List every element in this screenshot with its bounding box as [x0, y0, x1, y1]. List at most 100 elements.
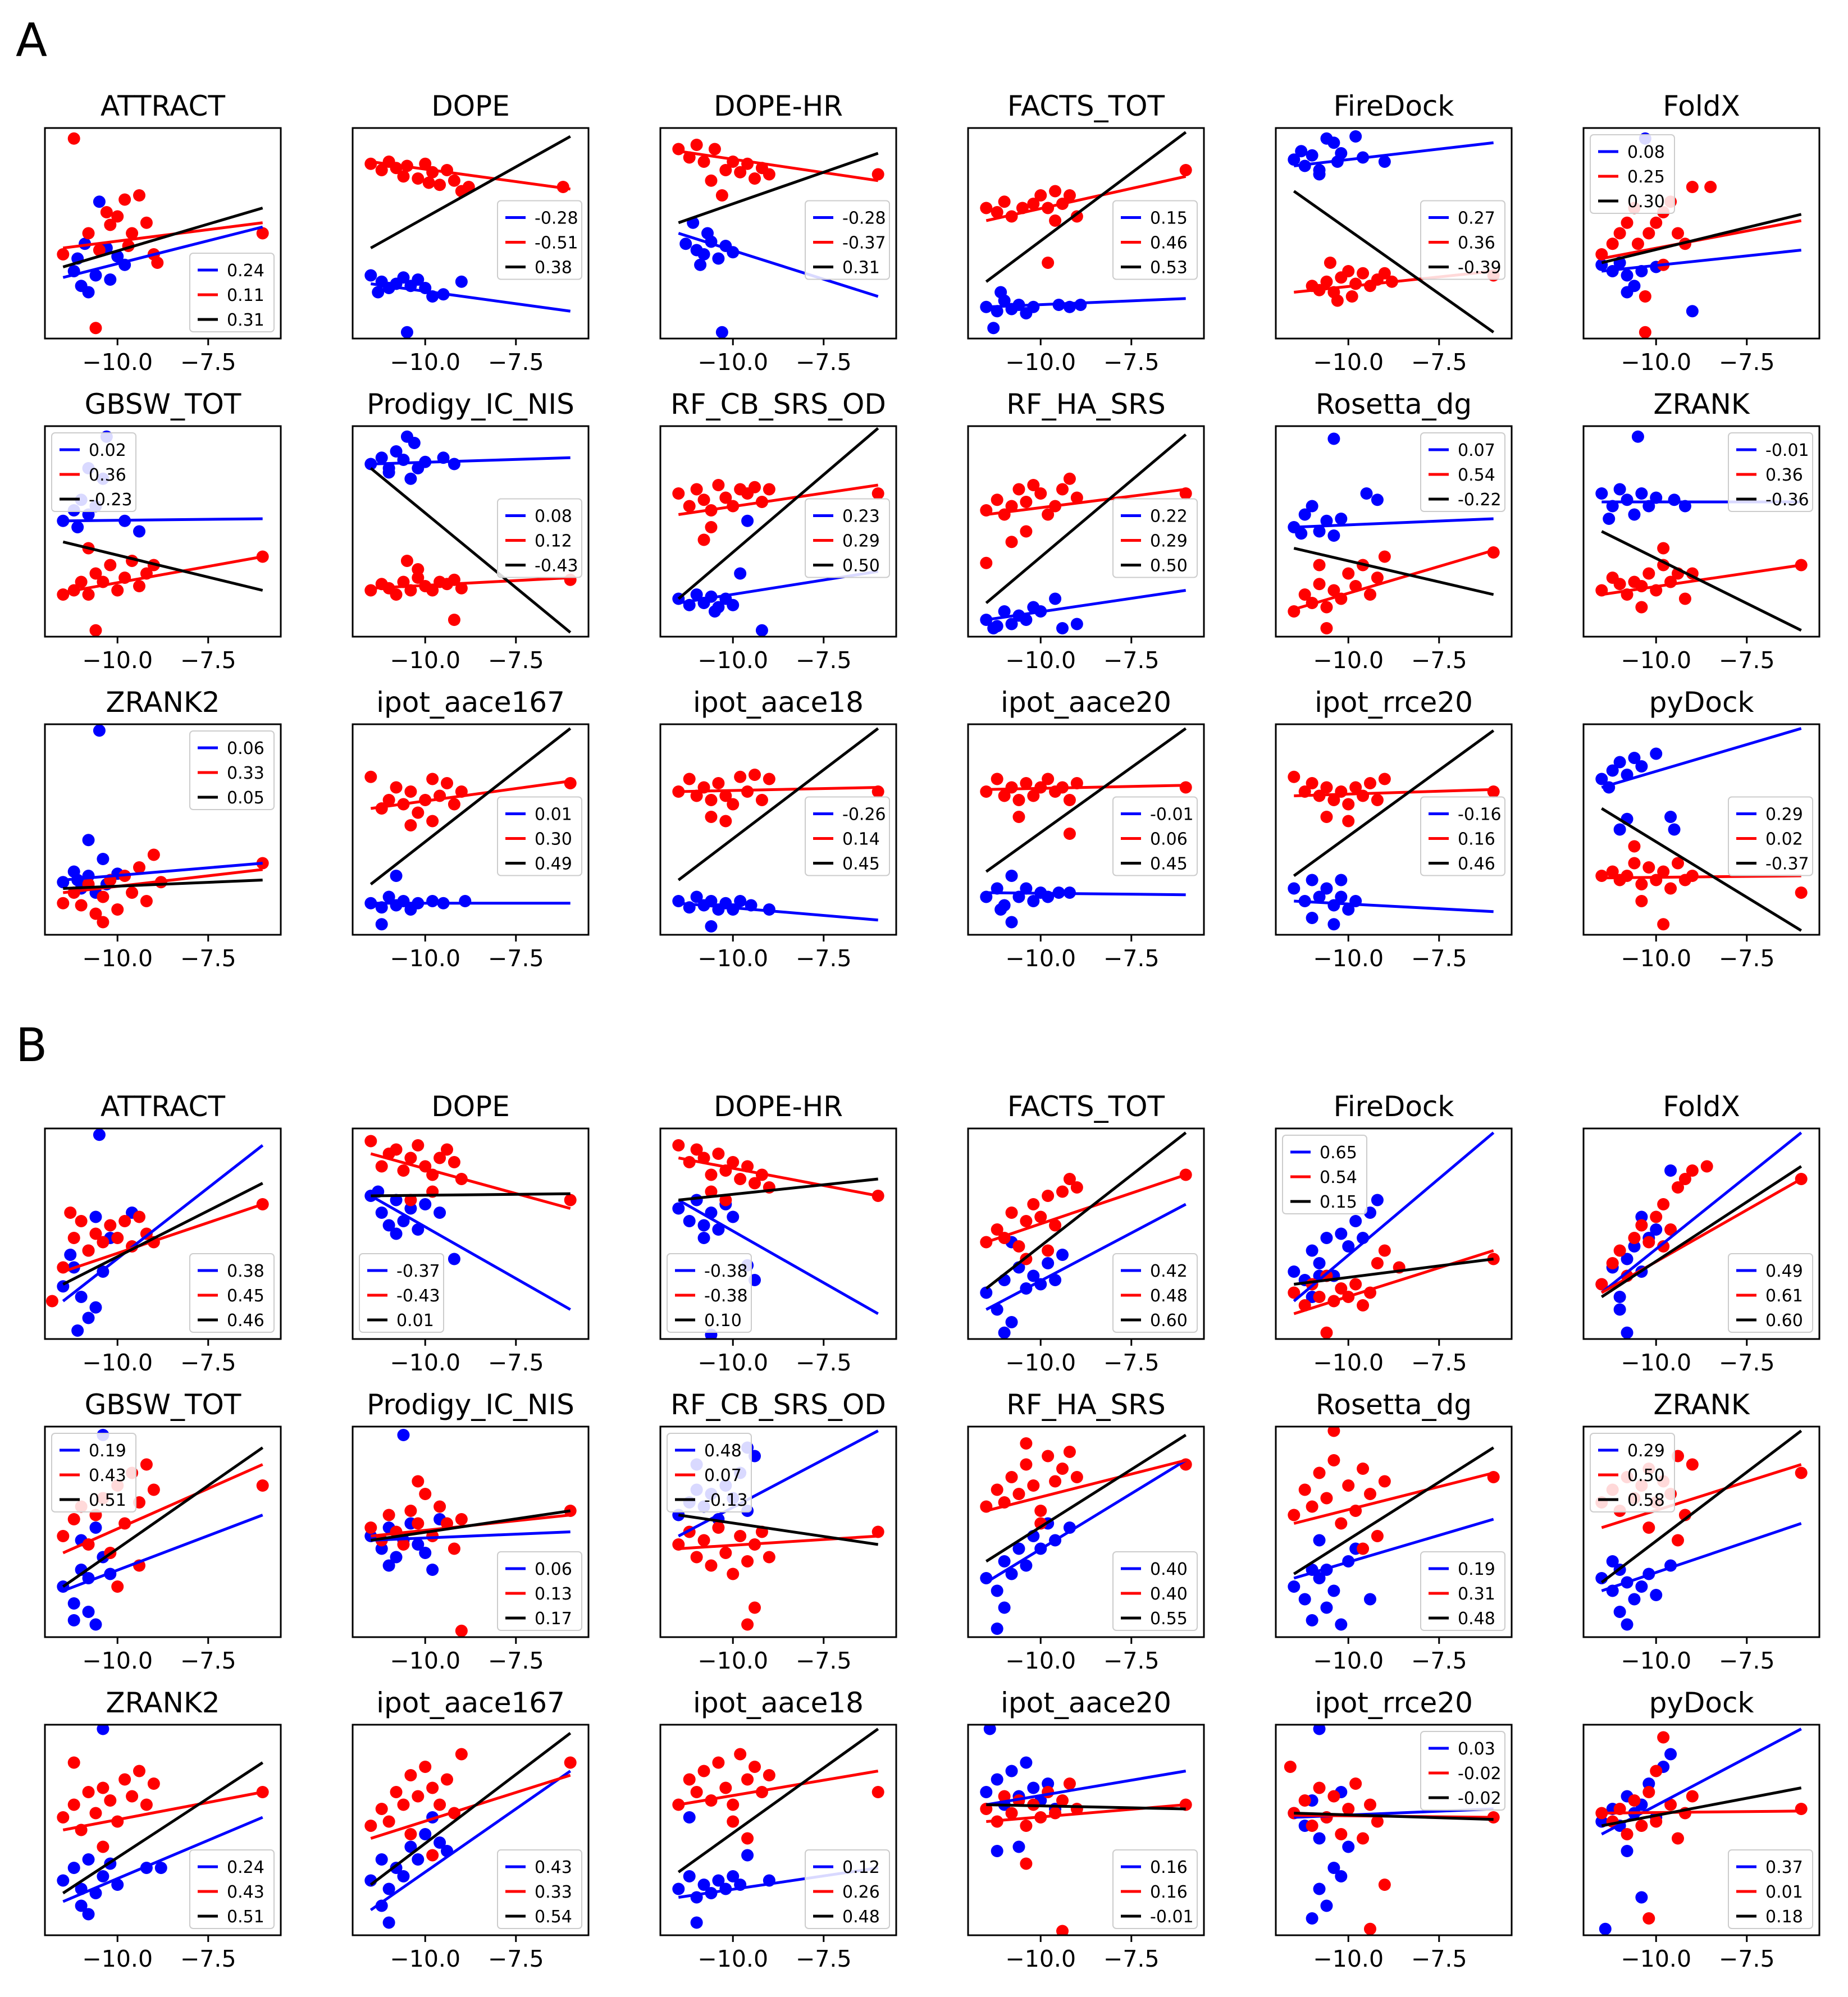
plot-area	[57, 1725, 269, 1921]
blue-point	[690, 1194, 703, 1207]
legend-box	[51, 432, 136, 512]
blue-regression-line	[62, 1816, 263, 1903]
subplot-title: ipot_aace167	[376, 1687, 565, 1719]
red-point	[991, 773, 1003, 785]
blue-point	[679, 237, 692, 250]
blue-point	[1599, 1922, 1612, 1935]
legend: 0.12 0.26 0.48	[805, 1849, 890, 1929]
red-point	[741, 1618, 754, 1631]
legend-box	[497, 796, 582, 876]
red-point	[1672, 1832, 1684, 1845]
legend: 0.07 0.54 -0.22	[1420, 432, 1505, 512]
red-point	[147, 1777, 160, 1790]
subplot-a-0: ATTRACT −10.0 −7.5 0.24 0.11 0.31	[44, 90, 282, 376]
legend-value-black: 0.48	[1458, 1609, 1495, 1629]
blue-point	[694, 258, 707, 271]
red-point	[749, 1761, 761, 1773]
red-point	[1664, 1223, 1677, 1236]
blue-point	[382, 1219, 395, 1232]
red-point	[441, 1143, 453, 1156]
legend-value-black: -0.22	[1458, 490, 1502, 510]
red-point	[426, 1781, 439, 1794]
black-regression-line	[985, 727, 1187, 873]
red-point	[1650, 216, 1663, 229]
red-point	[705, 1168, 718, 1181]
blue-point	[1335, 890, 1348, 903]
x-tick-label: −10.0	[390, 647, 460, 674]
red-point	[690, 483, 703, 496]
x-tick-label: −7.5	[180, 647, 236, 674]
red-point	[1795, 886, 1808, 899]
blue-point	[672, 1882, 685, 1895]
red-point	[749, 481, 761, 493]
red-point	[1012, 811, 1025, 823]
blue-point	[419, 1828, 432, 1840]
x-tick-label: −7.5	[488, 1945, 544, 1972]
red-point	[1364, 777, 1376, 789]
blue-point	[701, 227, 714, 240]
red-point	[426, 166, 439, 179]
red-regression-line	[678, 483, 879, 516]
blue-point	[1313, 1572, 1326, 1584]
panel-a: ATTRACT −10.0 −7.5 0.24 0.11 0.31 DOPE −10.0 −7.…	[44, 90, 1820, 972]
blue-regression-line	[1294, 517, 1494, 529]
legend-box	[1420, 432, 1505, 512]
red-point	[1371, 572, 1384, 584]
red-point	[741, 1773, 754, 1786]
blue-point	[419, 1198, 432, 1210]
x-tick-label: −10.0	[1621, 349, 1691, 376]
blue-point	[994, 286, 1007, 299]
red-point	[755, 794, 768, 806]
subplot-b-7: Prodigy_IC_NIS −10.0 −7.5 0.06 0.13 0.17	[352, 1388, 590, 1674]
blue-point	[1686, 305, 1699, 318]
subplot-title: ZRANK	[1653, 1388, 1750, 1421]
blue-point	[426, 1564, 439, 1576]
blue-point	[426, 895, 439, 907]
blue-point	[994, 903, 1007, 916]
legend-value-red: 0.29	[842, 532, 880, 551]
blue-point	[1327, 1584, 1340, 1597]
x-tick-label: −10.0	[1005, 349, 1076, 376]
legend-box	[667, 1253, 752, 1333]
blue-point	[1327, 432, 1340, 445]
blue-point	[1049, 592, 1062, 605]
red-point	[763, 168, 775, 181]
axes-frame	[352, 425, 590, 638]
subplot-title: FoldX	[1663, 90, 1740, 122]
blue-point	[71, 521, 84, 533]
blue-point	[1320, 1232, 1333, 1244]
blue-point	[1613, 1291, 1626, 1303]
legend: -0.16 0.16 0.46	[1420, 796, 1505, 876]
red-point	[448, 1156, 460, 1168]
blue-point	[980, 1786, 993, 1798]
blue-point	[1364, 1593, 1376, 1606]
legend-value-blue: 0.24	[227, 261, 264, 281]
blue-point	[1005, 1316, 1018, 1328]
red-point	[67, 1756, 80, 1769]
blue-point	[998, 1555, 1011, 1568]
red-point	[404, 1828, 417, 1840]
axes-frame	[44, 1724, 282, 1936]
legend-box	[497, 1551, 582, 1631]
legend-value-black: 0.31	[227, 310, 264, 330]
legend: 0.02 0.36 -0.23	[51, 432, 136, 512]
x-tick-label: −7.5	[1103, 1349, 1160, 1376]
blue-point	[1288, 1580, 1301, 1593]
red-point	[690, 139, 703, 151]
red-point	[404, 785, 417, 798]
blue-point	[89, 1210, 102, 1223]
blue-regression-line	[62, 225, 263, 279]
red-regression-line	[985, 1459, 1187, 1512]
blue-point	[154, 1862, 167, 1874]
legend: 0.16 0.16 -0.01	[1112, 1849, 1198, 1929]
blue-point	[683, 1870, 696, 1882]
blue-point	[412, 1223, 425, 1236]
blue-point	[97, 1725, 109, 1735]
red-point	[690, 1786, 703, 1798]
blue-point	[75, 1899, 88, 1912]
black-regression-line	[63, 879, 263, 890]
blue-point	[1595, 773, 1608, 785]
red-point	[705, 1559, 718, 1572]
axes-frame	[44, 425, 282, 638]
red-point	[980, 202, 993, 214]
